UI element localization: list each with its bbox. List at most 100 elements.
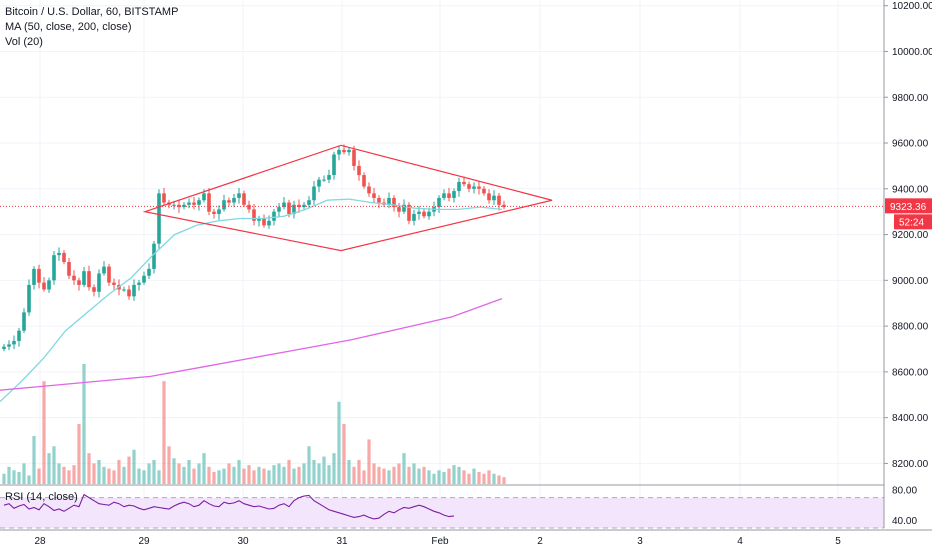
volume-bar [42,381,46,484]
candle-body [472,186,476,189]
volume-bar [17,472,21,484]
time-tick-label: 28 [34,536,46,547]
candle-body [82,271,86,285]
price-tick-label: 9200.00 [892,230,929,241]
volume-bar [412,463,416,484]
volume-bar [277,463,281,484]
volume-bar [192,468,196,484]
volume-bar [232,466,236,484]
diamond-pattern [142,144,553,252]
candle-body [47,280,51,290]
candle-body [467,184,471,189]
volume-bar [177,463,181,484]
volume-bar [247,465,251,484]
candle-body [352,149,356,166]
candle-body [262,218,266,226]
volume-bar [157,470,161,484]
volume-bar [222,468,226,484]
volume-bar [212,472,216,484]
volume-bar [457,466,461,484]
volume-bar [37,468,41,484]
candle-body [7,344,11,347]
volume-bar [152,460,156,484]
volume-bar [492,473,496,484]
volume-bar [282,466,286,484]
volume-indicator-label[interactable]: Vol (20) [5,36,43,48]
time-tick-label: 3 [637,536,643,547]
candle-body [67,262,71,276]
candle-body [87,271,91,288]
volume-bar [477,472,481,484]
price-tick-label: 8400.00 [892,413,929,424]
volume-bar [307,446,311,484]
time-tick-label: 5 [835,536,841,547]
volume-bar [217,470,221,484]
volume-bar [467,473,471,484]
volume-bar [352,466,356,484]
candle-body [277,207,281,212]
volume-bar [317,463,321,484]
volume-bar [57,463,61,484]
volume-bar [322,456,326,484]
volume-bar [97,460,101,484]
volume-bar [107,468,111,484]
candle-body [457,181,461,192]
candle-body [77,280,81,285]
candle-body [147,268,151,276]
volume-bar [242,468,246,484]
volume-bar [397,463,401,484]
volume-bar [392,466,396,484]
candle-body [417,211,421,214]
candle-body [462,181,466,185]
volume-bar [162,381,166,484]
volume-bar [402,453,406,484]
candle-body [387,197,391,205]
candle-body [142,275,146,283]
candle-body [102,266,106,274]
candle-body [482,188,486,194]
volume-bar [272,465,276,484]
volume-bar [362,470,366,484]
candle-body [397,207,401,212]
candle-body [422,211,426,217]
ma-indicator-label[interactable]: MA (50, close, 200, close) [5,21,132,33]
candle-body [267,220,271,226]
volume-bar [32,436,36,484]
candle-body [122,289,126,291]
candle-body [367,186,371,194]
volume-bar [182,466,186,484]
candle-body [152,243,156,269]
volume-bar [257,466,261,484]
last-price-label: 9323.36 [890,202,927,213]
candle-body [327,175,331,180]
time-tick-label: 4 [737,536,743,547]
candle-body [187,202,191,205]
candle-body [272,211,276,221]
candle-body [227,200,231,203]
rsi-tick-label: 40.00 [892,516,917,527]
candle-body [17,330,21,341]
candle-body [492,195,496,201]
volume-bar [77,424,81,484]
price-tick-label: 9000.00 [892,276,929,287]
candle-body [107,266,111,283]
candle-body [222,200,226,210]
volume-bar [52,446,56,484]
volume-bar [502,477,506,484]
volume-bar [87,453,91,484]
volume-bar [472,468,476,484]
candle-body [237,193,241,198]
ma50-line [0,198,503,403]
ma200-line [0,297,503,391]
volume-bar [27,475,31,484]
price-tick-label: 8600.00 [892,367,929,378]
candle-body [317,179,321,187]
rsi-legend[interactable]: RSI (14, close) [5,491,78,503]
candle-body [27,284,31,313]
volume-bar [197,463,201,484]
volume-bar [132,449,136,484]
volume-bar [462,470,466,484]
volume-bar [92,463,96,484]
volume-bar [22,463,26,484]
